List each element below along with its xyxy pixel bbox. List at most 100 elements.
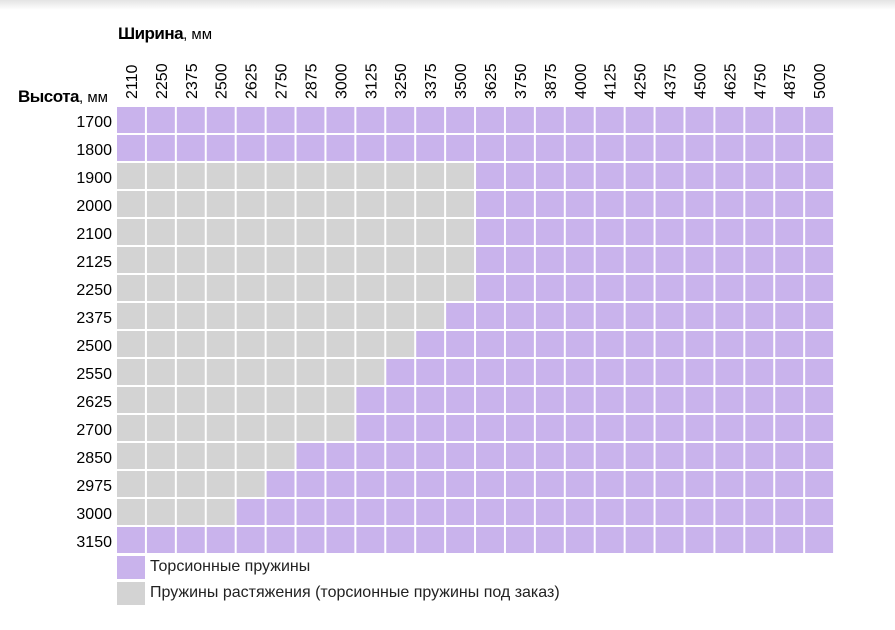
cell-3000-3250 (386, 499, 415, 525)
cell-2000-2625 (236, 191, 265, 217)
cell-1800-3000 (326, 135, 355, 161)
cell-2125-4125 (595, 247, 624, 273)
cell-2550-4000 (565, 359, 594, 385)
column-label-2750: 2750 (274, 63, 291, 99)
row-label-2850: 2850 (76, 450, 112, 467)
cell-2625-3875 (535, 387, 564, 413)
cell-2850-4750 (745, 443, 774, 469)
cell-2550-4250 (625, 359, 654, 385)
top-shadow (0, 0, 895, 10)
legend-swatch-torsion (117, 556, 145, 579)
cell-2700-2750 (266, 415, 295, 441)
cell-2100-3250 (386, 219, 415, 245)
cell-3150-2375 (176, 527, 205, 553)
cell-3150-3375 (416, 527, 445, 553)
cell-2250-4250 (625, 275, 654, 301)
cell-2550-2110 (117, 359, 145, 385)
cell-2100-4125 (595, 219, 624, 245)
cell-2975-3750 (505, 471, 534, 497)
cell-3150-3750 (505, 527, 534, 553)
cell-2250-2250 (146, 275, 175, 301)
row-label-2100: 2100 (76, 226, 112, 243)
x-axis-title: Ширина, мм (118, 24, 212, 44)
cell-1700-4625 (715, 107, 744, 133)
cell-2975-2110 (117, 471, 145, 497)
cell-1800-2625 (236, 135, 265, 161)
cell-1900-3750 (505, 163, 534, 189)
cell-2500-4000 (565, 331, 594, 357)
cell-1700-4250 (625, 107, 654, 133)
cell-2375-2250 (146, 303, 175, 329)
column-label-4250: 4250 (633, 63, 650, 99)
row-label-2500: 2500 (76, 338, 112, 355)
cell-2500-2750 (266, 331, 295, 357)
cell-2975-4625 (715, 471, 744, 497)
cell-2550-4875 (775, 359, 804, 385)
cell-1900-3250 (386, 163, 415, 189)
cell-2550-2500 (206, 359, 235, 385)
y-axis-unit: , мм (79, 89, 108, 106)
cell-2100-3500 (446, 219, 475, 245)
cell-2375-4125 (595, 303, 624, 329)
cell-2500-2375 (176, 331, 205, 357)
cell-2625-2625 (236, 387, 265, 413)
row-label-2250: 2250 (76, 282, 112, 299)
cell-2625-4125 (595, 387, 624, 413)
cell-2975-3625 (476, 471, 504, 497)
cell-2700-4500 (685, 415, 714, 441)
cell-2625-4875 (775, 387, 804, 413)
cell-1900-2875 (296, 163, 325, 189)
cell-2375-4625 (715, 303, 744, 329)
cell-1700-3625 (476, 107, 504, 133)
cell-2125-4250 (625, 247, 654, 273)
column-label-3000: 3000 (333, 63, 350, 99)
cell-2550-4375 (655, 359, 684, 385)
cell-2500-4375 (655, 331, 684, 357)
cell-2125-4000 (565, 247, 594, 273)
cell-2250-3000 (326, 275, 355, 301)
x-axis-title-text: Ширина (118, 24, 184, 43)
cell-2850-3875 (535, 443, 564, 469)
cell-2500-3125 (356, 331, 385, 357)
cell-2850-3500 (446, 443, 475, 469)
cell-1900-4250 (625, 163, 654, 189)
cell-2625-2875 (296, 387, 325, 413)
cell-2375-3125 (356, 303, 385, 329)
cell-2700-5000 (805, 415, 834, 441)
cell-1700-2750 (266, 107, 295, 133)
cell-3150-4375 (655, 527, 684, 553)
row-label-1900: 1900 (76, 170, 112, 187)
cell-2550-4125 (595, 359, 624, 385)
cell-2850-4250 (625, 443, 654, 469)
cell-2375-2750 (266, 303, 295, 329)
cell-2100-4750 (745, 219, 774, 245)
cell-2000-3375 (416, 191, 445, 217)
cell-3150-2875 (296, 527, 325, 553)
row-label-2700: 2700 (76, 422, 112, 439)
cell-2250-4375 (655, 275, 684, 301)
cell-2100-4000 (565, 219, 594, 245)
cell-1900-3000 (326, 163, 355, 189)
legend-label-torsion: Торсионные пружины (150, 558, 311, 575)
cell-2850-4500 (685, 443, 714, 469)
cell-2100-2250 (146, 219, 175, 245)
cell-2700-4750 (745, 415, 774, 441)
cell-3000-4875 (775, 499, 804, 525)
cell-3000-3875 (535, 499, 564, 525)
cell-1700-2250 (146, 107, 175, 133)
cell-2000-4125 (595, 191, 624, 217)
cell-2100-3375 (416, 219, 445, 245)
cell-3150-3125 (356, 527, 385, 553)
cell-2100-2110 (117, 219, 145, 245)
cell-3000-4000 (565, 499, 594, 525)
cell-2850-3250 (386, 443, 415, 469)
cell-3150-4250 (625, 527, 654, 553)
cell-2375-2500 (206, 303, 235, 329)
cell-2700-3250 (386, 415, 415, 441)
cell-2700-2250 (146, 415, 175, 441)
cell-2700-3500 (446, 415, 475, 441)
cell-2125-3000 (326, 247, 355, 273)
column-label-4125: 4125 (603, 63, 620, 99)
cell-2000-4000 (565, 191, 594, 217)
cell-2250-2500 (206, 275, 235, 301)
